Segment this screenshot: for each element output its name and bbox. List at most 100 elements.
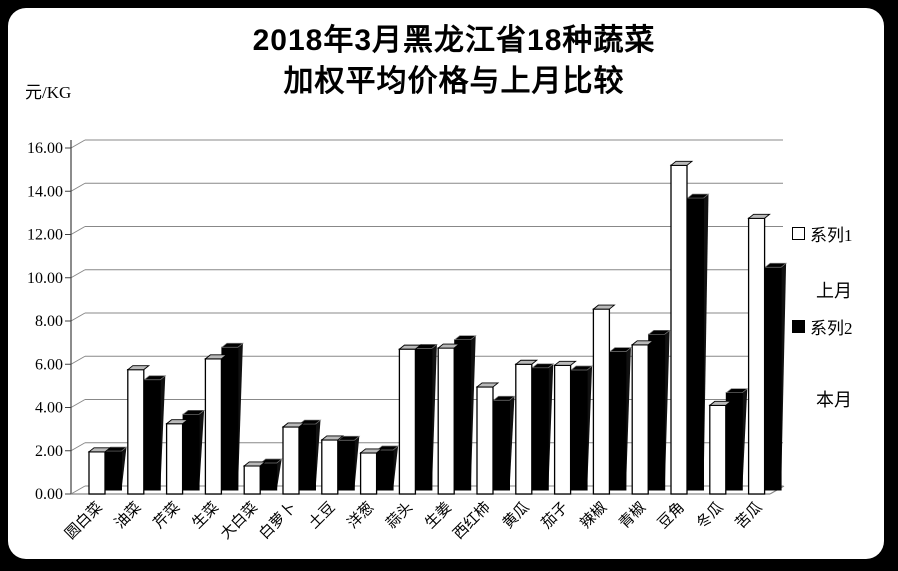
legend-item-series1: 系列1 xyxy=(792,221,853,246)
y-tick-label: 12.00 xyxy=(27,227,63,244)
gridline-connector xyxy=(70,269,86,279)
bar-series2 xyxy=(299,423,316,491)
gridline-connector xyxy=(70,226,86,235)
x-category-label: 苦瓜 xyxy=(732,499,765,532)
x-category-label: 白萝卜 xyxy=(256,499,300,543)
bar-series2 xyxy=(454,339,472,491)
y-tick-label: 16.00 xyxy=(27,140,63,157)
legend-item-series2: 系列2 xyxy=(792,314,853,339)
bar-side-face-series2 xyxy=(664,330,670,490)
bar-top-face-series1 xyxy=(204,354,228,360)
bar-series1 xyxy=(127,369,145,495)
bar-top-face-series2 xyxy=(298,419,322,425)
x-category-label: 生姜 xyxy=(422,499,455,532)
bar-series1 xyxy=(592,308,611,495)
x-category-label: 辣椒 xyxy=(577,499,610,532)
series2-swatch-icon xyxy=(792,320,805,333)
bar-series2 xyxy=(260,462,278,491)
bar-series1 xyxy=(204,358,223,495)
y-tick-label: 2.00 xyxy=(35,443,63,460)
bar-series1 xyxy=(321,439,339,495)
bar-series1 xyxy=(359,452,378,495)
gridline-connector xyxy=(70,355,86,365)
x-category-label: 洋葱 xyxy=(344,499,377,532)
bar-series2 xyxy=(105,450,122,491)
bar-top-face-series1 xyxy=(708,400,733,406)
bar-top-face-series2 xyxy=(259,458,283,464)
bar-top-face-series1 xyxy=(359,448,383,454)
bar-series2 xyxy=(570,369,588,491)
x-category-label: 芹菜 xyxy=(150,499,183,532)
bar-top-face-series2 xyxy=(570,365,594,371)
gridline-connector xyxy=(70,312,86,322)
bar-top-face-series2 xyxy=(686,193,710,199)
bar-series2 xyxy=(337,439,355,491)
bar-top-face-series1 xyxy=(87,447,112,453)
bar-top-face-series1 xyxy=(630,340,655,346)
bar-top-face-series2 xyxy=(220,342,244,348)
bar-series2 xyxy=(725,392,743,491)
x-category-label: 生菜 xyxy=(189,499,222,532)
bar-series1 xyxy=(282,426,300,495)
bar-series1 xyxy=(747,217,766,495)
y-tick-label: 10.00 xyxy=(27,270,63,287)
x-category-label: 茄子 xyxy=(538,499,571,532)
bar-series1 xyxy=(553,364,572,495)
bar-series2 xyxy=(531,367,549,491)
x-category-label: 黄瓜 xyxy=(499,499,532,532)
bar-top-face-series1 xyxy=(669,160,694,166)
bar-top-face-series1 xyxy=(514,359,539,365)
bar-series1 xyxy=(243,465,261,495)
bar-top-face-series2 xyxy=(492,395,516,401)
bar-series1 xyxy=(398,348,417,495)
bar-side-face-series2 xyxy=(431,344,437,490)
x-category-label: 冬瓜 xyxy=(693,499,726,532)
legend-series2-caption: 本月 xyxy=(816,390,852,410)
bar-side-face-series2 xyxy=(276,458,282,490)
bar-top-face-series1 xyxy=(553,360,577,366)
bar-series2 xyxy=(609,351,627,491)
bar-top-face-series2 xyxy=(725,388,749,394)
y-tick-label: 0.00 xyxy=(35,486,63,503)
bar-side-face-series2 xyxy=(742,388,748,490)
chart-title: 2018年3月黑龙江省18种蔬菜 加权平均价格与上月比较 xyxy=(129,20,779,102)
bar-series2 xyxy=(143,379,161,491)
bar-top-face-series1 xyxy=(165,419,189,425)
bar-top-face-series2 xyxy=(182,409,206,415)
bar-series2 xyxy=(648,333,666,491)
bar-top-face-series2 xyxy=(143,375,167,381)
bar-series1 xyxy=(515,363,533,495)
bar-top-face-series1 xyxy=(592,304,616,310)
x-category-label: 青椒 xyxy=(616,499,649,532)
bar-top-face-series2 xyxy=(453,335,477,341)
bar-series1 xyxy=(670,164,688,495)
bar-series2 xyxy=(764,266,782,491)
x-category-label: 油菜 xyxy=(111,499,144,532)
bar-side-face-series2 xyxy=(625,347,631,490)
bar-top-face-series1 xyxy=(126,365,151,371)
bar-top-face-series1 xyxy=(475,382,500,388)
bar-series1 xyxy=(631,344,649,495)
bar-series2 xyxy=(182,413,200,491)
x-category-label: 大白菜 xyxy=(217,499,261,543)
gridline-connector xyxy=(70,139,86,149)
bar-series2 xyxy=(221,346,239,491)
bar-top-face-series2 xyxy=(764,262,788,268)
legend-series2-label: 系列2 xyxy=(810,319,853,338)
bar-series2 xyxy=(493,399,510,491)
bar-top-face-series1 xyxy=(436,343,461,349)
x-category-label: 圆白菜 xyxy=(62,499,106,543)
bar-series1 xyxy=(165,423,184,495)
bar-side-face-series2 xyxy=(121,447,127,490)
gridline-connector xyxy=(70,442,86,452)
y-tick-label: 4.00 xyxy=(35,400,63,417)
y-tick-label: 14.00 xyxy=(27,183,63,200)
bar-side-face-series2 xyxy=(470,335,476,490)
bar-side-face-series2 xyxy=(781,263,787,490)
bar-top-face-series2 xyxy=(337,435,361,441)
bar-top-face-series1 xyxy=(281,422,306,428)
bar-top-face-series1 xyxy=(242,461,267,467)
y-tick-label: 6.00 xyxy=(35,356,63,373)
bar-side-face-series2 xyxy=(199,410,205,490)
